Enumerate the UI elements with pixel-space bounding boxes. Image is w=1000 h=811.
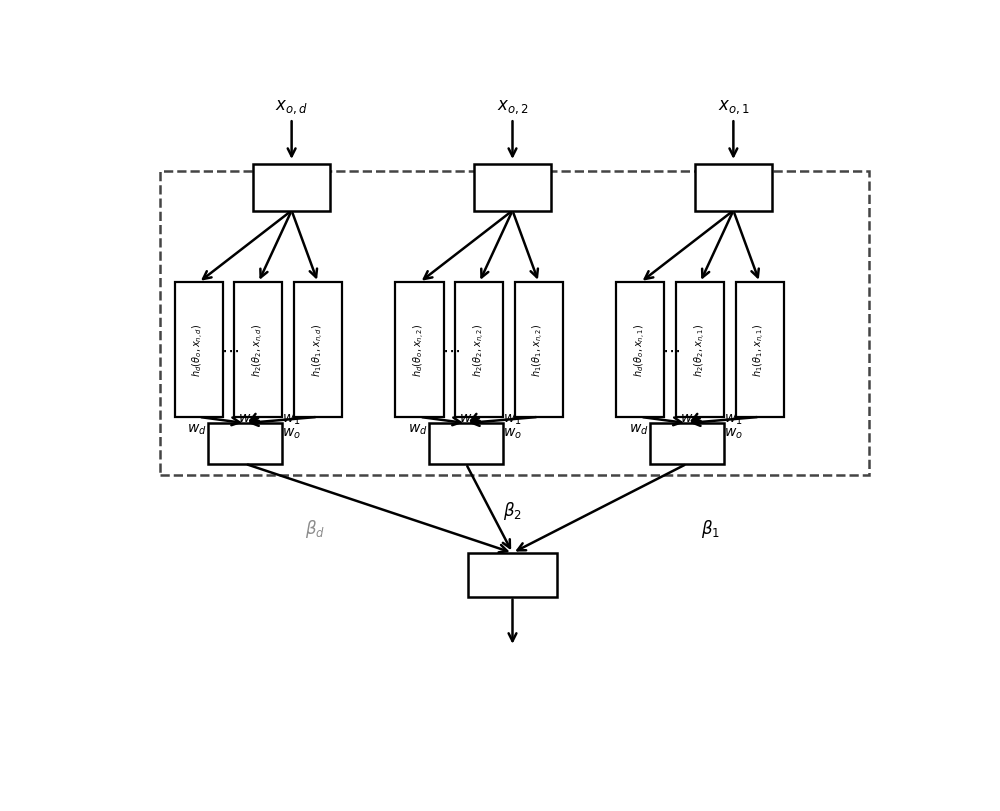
Text: $\cdots$: $\cdots$ [662, 341, 680, 359]
Text: $w_d$: $w_d$ [408, 423, 428, 437]
Text: $x_{o,1}$: $x_{o,1}$ [718, 98, 749, 116]
Text: $h_d(\theta_o,x_{n,d})$: $h_d(\theta_o,x_{n,d})$ [191, 324, 206, 377]
Text: $h_2(\theta_2,x_{n,1})$: $h_2(\theta_2,x_{n,1})$ [692, 324, 708, 377]
Text: $x_{o,d}$: $x_{o,d}$ [275, 98, 308, 116]
Text: $w_1$: $w_1$ [724, 412, 743, 427]
Bar [736, 283, 784, 418]
Bar [294, 283, 342, 418]
Text: $\cdots$: $\cdots$ [442, 341, 459, 359]
Text: $w_1$: $w_1$ [503, 412, 522, 427]
Bar [650, 423, 724, 464]
Text: $h_2(\theta_2,x_{n,2})$: $h_2(\theta_2,x_{n,2})$ [472, 324, 487, 377]
Bar [160, 172, 869, 475]
Text: $w_o$: $w_o$ [282, 426, 301, 440]
Text: $\beta_1$: $\beta_1$ [701, 517, 720, 539]
Text: $x_{o,2}$: $x_{o,2}$ [497, 98, 528, 116]
Bar [234, 283, 282, 418]
Text: $h_1(\theta_1,x_{n,1})$: $h_1(\theta_1,x_{n,1})$ [752, 324, 767, 377]
Text: $w_o$: $w_o$ [503, 426, 522, 440]
Bar [515, 283, 563, 418]
Bar [208, 423, 282, 464]
Bar [468, 553, 557, 597]
Text: $w_2$: $w_2$ [680, 412, 698, 427]
Bar [429, 423, 503, 464]
Bar [695, 165, 772, 212]
Text: $h_2(\theta_2,x_{n,d})$: $h_2(\theta_2,x_{n,d})$ [251, 324, 266, 377]
Bar [395, 283, 444, 418]
Text: $h_d(\theta_o,x_{n,1})$: $h_d(\theta_o,x_{n,1})$ [633, 324, 648, 377]
Text: $w_2$: $w_2$ [238, 412, 257, 427]
Text: $w_o$: $w_o$ [724, 426, 743, 440]
Text: $w_1$: $w_1$ [282, 412, 301, 427]
Bar [175, 283, 223, 418]
Text: $h_1(\theta_1,x_{n,d})$: $h_1(\theta_1,x_{n,d})$ [310, 324, 326, 377]
Text: $h_d(\theta_o,x_{n,2})$: $h_d(\theta_o,x_{n,2})$ [412, 324, 427, 377]
Bar [253, 165, 330, 212]
Text: $w_d$: $w_d$ [629, 423, 649, 437]
Text: $w_d$: $w_d$ [187, 423, 207, 437]
Bar [616, 283, 664, 418]
Bar [474, 165, 551, 212]
Bar [676, 283, 724, 418]
Bar [455, 283, 503, 418]
Text: $\cdots$: $\cdots$ [221, 341, 239, 359]
Text: $w_2$: $w_2$ [459, 412, 478, 427]
Text: $\beta_d$: $\beta_d$ [305, 517, 325, 539]
Text: $h_1(\theta_1,x_{n,2})$: $h_1(\theta_1,x_{n,2})$ [531, 324, 546, 377]
Text: $\beta_2$: $\beta_2$ [503, 500, 522, 521]
